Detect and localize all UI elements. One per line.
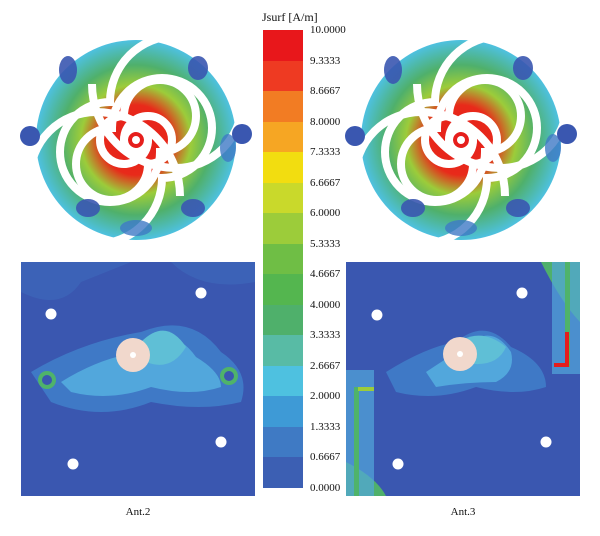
legend-label: 0.0000: [310, 481, 341, 494]
bottom-right-ground-plot: [346, 262, 580, 496]
legend-label: 10.0000: [310, 24, 346, 36]
legend-label: 8.0000: [310, 115, 341, 128]
bottom-left-ground-plot: [21, 262, 255, 496]
spiral-current-map-right: [345, 38, 577, 244]
color-scale-bar: [263, 30, 303, 488]
legend-label: 6.0000: [310, 207, 341, 219]
hot-edge: [554, 332, 569, 367]
legend-swatch: [263, 335, 303, 366]
legend-swatch: [263, 274, 303, 305]
spiral-current-map-left: [20, 38, 252, 244]
via-hole: [540, 436, 552, 448]
legend-label: 5.3333: [310, 237, 341, 250]
legend-label: 4.6667: [310, 268, 341, 280]
legend-swatch: [263, 152, 303, 183]
spiral-gap-2: [56, 38, 246, 206]
via-hole: [392, 458, 404, 470]
legend-swatch: [263, 121, 303, 152]
legend-swatch: [263, 304, 303, 335]
legend-swatch: [263, 243, 303, 274]
legend-swatch: [263, 396, 303, 427]
via-hole: [45, 308, 57, 320]
legend-label: 4.0000: [310, 298, 341, 311]
via-hole: [516, 287, 528, 299]
legend-label: 7.3333: [310, 146, 341, 158]
legend-label: 2.6667: [310, 359, 341, 372]
via-hole: [371, 309, 383, 321]
legend-swatch: [263, 213, 303, 244]
legend-label: 8.6667: [310, 85, 341, 97]
legend-swatch: [263, 457, 303, 488]
caption-ant-3: Ant.3: [450, 506, 476, 518]
caption-ant-2: Ant.2: [125, 506, 151, 518]
legend-swatch: [263, 91, 303, 122]
via-hole: [195, 287, 207, 299]
legend-swatch: [263, 60, 303, 91]
ground-current-map-left: [21, 262, 255, 496]
top-left-spiral-plot: [18, 38, 254, 244]
spiral-gap-4: [381, 38, 571, 206]
top-right-spiral-plot: [343, 38, 579, 244]
legend-swatch: [263, 426, 303, 457]
legend-label: 2.0000: [310, 390, 341, 402]
legend-title: Jsurf [A/m]: [262, 10, 318, 24]
legend-label: 0.6667: [310, 451, 341, 463]
legend-swatch: [263, 365, 303, 396]
legend-label: 3.3333: [310, 329, 341, 341]
ground-current-map-right: [346, 262, 580, 496]
via-hole: [215, 436, 227, 448]
legend-swatch: [263, 182, 303, 213]
via-hole: [67, 458, 79, 470]
legend-label: 9.3333: [310, 54, 341, 67]
legend-label: 6.6667: [310, 176, 341, 189]
legend-label: 1.3333: [310, 420, 341, 433]
legend-swatch: [263, 30, 303, 61]
